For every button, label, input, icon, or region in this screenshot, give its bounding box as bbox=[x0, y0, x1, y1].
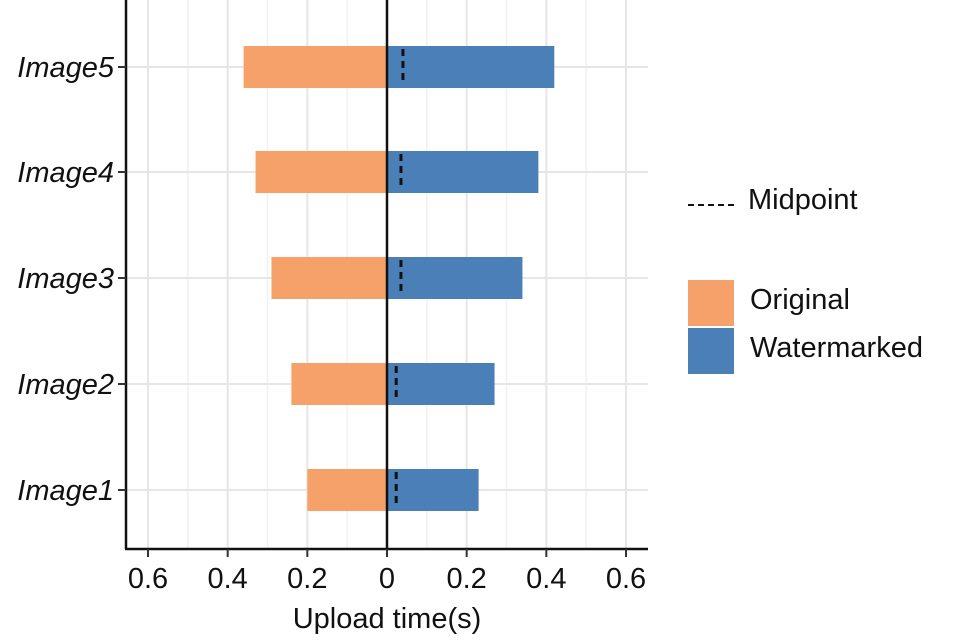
bars bbox=[243, 46, 555, 511]
x-tick-label: 0.6 bbox=[606, 563, 646, 595]
bar-watermarked-image3 bbox=[387, 257, 523, 299]
bar-original-image3 bbox=[271, 257, 387, 299]
y-tick-label: Image2 bbox=[17, 369, 114, 401]
legend-swatch-original bbox=[688, 280, 734, 326]
y-tick-label: Image1 bbox=[17, 475, 114, 507]
x-tick-label: 0.4 bbox=[526, 563, 566, 595]
bar-original-image2 bbox=[291, 363, 387, 405]
x-tick-label: 0 bbox=[379, 563, 395, 595]
bar-original-image1 bbox=[307, 469, 387, 511]
y-tick-label: Image5 bbox=[17, 52, 115, 84]
legend-item-midpoint: Midpoint bbox=[688, 184, 948, 220]
x-tick-labels: 0.6 0.4 0.2 0 0.2 0.4 0.6 bbox=[128, 563, 646, 595]
axes bbox=[118, 0, 648, 557]
x-axis-title: Upload time(s) bbox=[293, 603, 482, 635]
legend-swatch-watermarked bbox=[688, 328, 734, 374]
y-tick-label: Image4 bbox=[17, 157, 114, 189]
bar-watermarked-image2 bbox=[387, 363, 495, 405]
x-tick-label: 0.4 bbox=[208, 563, 248, 595]
bar-watermarked-image4 bbox=[387, 151, 539, 193]
legend-label-original: Original bbox=[750, 284, 850, 316]
legend-label-watermarked: Watermarked bbox=[750, 332, 923, 364]
legend-item-watermarked: Watermarked bbox=[688, 328, 953, 375]
y-tick-label: Image3 bbox=[17, 263, 114, 295]
x-tick-label: 0.6 bbox=[128, 563, 168, 595]
legend: Midpoint Original Watermarked bbox=[688, 180, 953, 380]
y-tick-labels: Image1 Image2 Image3 Image4 Image5 bbox=[17, 52, 115, 507]
bar-original-image5 bbox=[243, 46, 387, 88]
bar-watermarked-image5 bbox=[387, 46, 555, 88]
legend-dash-swatch bbox=[688, 204, 734, 206]
x-tick-label: 0.2 bbox=[447, 563, 487, 595]
x-tick-label: 0.2 bbox=[287, 563, 327, 595]
bar-original-image4 bbox=[255, 151, 387, 193]
bar-watermarked-image1 bbox=[387, 469, 479, 511]
legend-item-original: Original bbox=[688, 280, 953, 327]
midpoint-markers bbox=[394, 49, 405, 508]
legend-label-midpoint: Midpoint bbox=[748, 184, 858, 216]
